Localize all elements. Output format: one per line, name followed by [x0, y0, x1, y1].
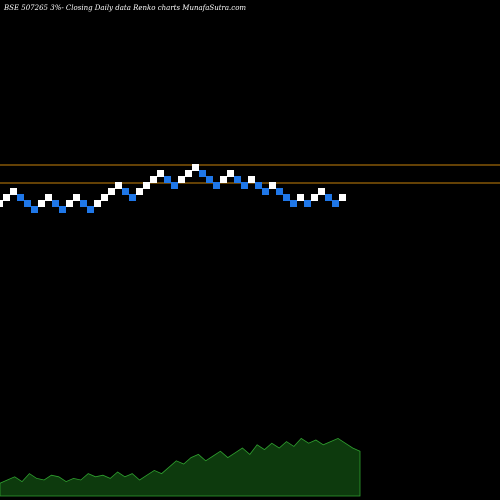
- renko-brick-up: [339, 194, 346, 201]
- renko-brick-up: [248, 176, 255, 183]
- renko-brick-up: [66, 200, 73, 207]
- renko-brick-down: [255, 182, 262, 189]
- renko-bricks: [0, 164, 346, 213]
- renko-brick-down: [290, 200, 297, 207]
- header-box-pct: 3%: [50, 4, 61, 12]
- renko-brick-down: [206, 176, 213, 183]
- renko-brick-down: [325, 194, 332, 201]
- header-tail: - Closing Daily data: [61, 4, 131, 12]
- renko-brick-up: [185, 170, 192, 177]
- renko-brick-up: [227, 170, 234, 177]
- renko-brick-up: [10, 188, 17, 195]
- chart-header: BSE 507265 3%- Closing Daily data Renko …: [3, 4, 246, 12]
- renko-brick-down: [129, 194, 136, 201]
- renko-brick-up: [94, 200, 101, 207]
- renko-brick-up: [178, 176, 185, 183]
- renko-brick-up: [73, 194, 80, 201]
- renko-brick-down: [52, 200, 59, 207]
- renko-brick-down: [283, 194, 290, 201]
- renko-brick-up: [143, 182, 150, 189]
- renko-brick-down: [241, 182, 248, 189]
- renko-brick-down: [80, 200, 87, 207]
- renko-brick-up: [3, 194, 10, 201]
- renko-brick-down: [262, 188, 269, 195]
- renko-brick-down: [234, 176, 241, 183]
- renko-brick-down: [59, 206, 66, 213]
- renko-brick-down: [24, 200, 31, 207]
- renko-brick-up: [38, 200, 45, 207]
- renko-brick-down: [122, 188, 129, 195]
- renko-brick-up: [269, 182, 276, 189]
- renko-brick-up: [157, 170, 164, 177]
- renko-brick-down: [164, 176, 171, 183]
- renko-brick-up: [136, 188, 143, 195]
- header-brand: Renko charts MunafaSutra.com: [132, 4, 246, 12]
- renko-brick-up: [115, 182, 122, 189]
- renko-brick-down: [213, 182, 220, 189]
- renko-brick-up: [318, 188, 325, 195]
- renko-brick-up: [150, 176, 157, 183]
- renko-brick-down: [276, 188, 283, 195]
- renko-brick-down: [31, 206, 38, 213]
- renko-brick-down: [304, 200, 311, 207]
- renko-brick-up: [297, 194, 304, 201]
- renko-brick-down: [171, 182, 178, 189]
- renko-brick-down: [332, 200, 339, 207]
- renko-brick-up: [108, 188, 115, 195]
- volume-area: [0, 437, 361, 497]
- header-symbol: BSE 507265: [3, 4, 49, 12]
- renko-brick-down: [199, 170, 206, 177]
- renko-brick-up: [101, 194, 108, 201]
- volume-area-path: [0, 437, 361, 497]
- renko-brick-down: [87, 206, 94, 213]
- renko-brick-down: [17, 194, 24, 201]
- renko-brick-up: [192, 164, 199, 171]
- renko-brick-up: [45, 194, 52, 201]
- renko-brick-up: [0, 200, 3, 207]
- renko-brick-up: [311, 194, 318, 201]
- renko-brick-up: [220, 176, 227, 183]
